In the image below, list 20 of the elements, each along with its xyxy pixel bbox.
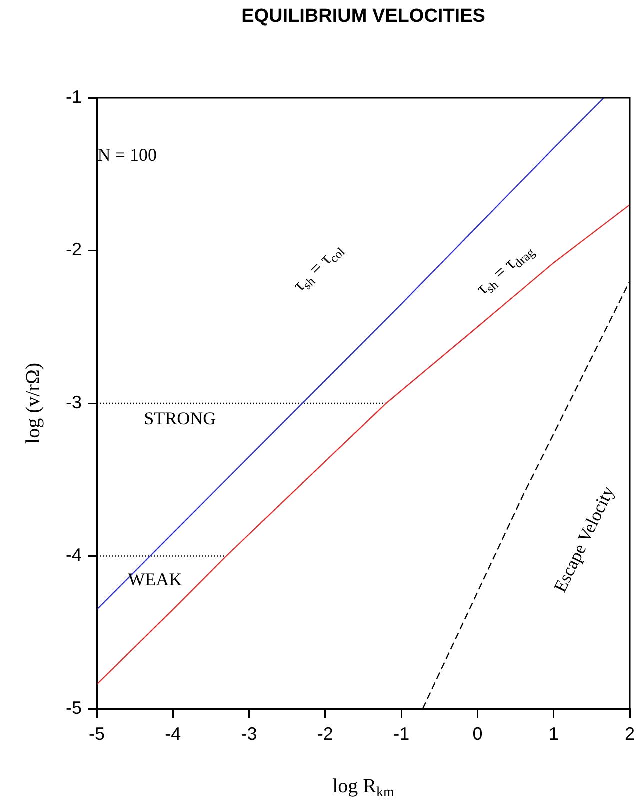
annotation: WEAK bbox=[128, 569, 182, 590]
y-axis-title: log (v/rΩ) bbox=[22, 363, 44, 444]
x-tick-label: -3 bbox=[241, 724, 258, 744]
x-tick-label: -4 bbox=[165, 724, 182, 744]
y-tick-label: -3 bbox=[66, 392, 82, 412]
x-tick-label: 0 bbox=[472, 724, 483, 744]
annotation: τsh = τdrag bbox=[472, 245, 538, 299]
chart-title: EQUILIBRIUM VELOCITIES bbox=[242, 6, 486, 28]
x-tick-label: -1 bbox=[394, 724, 410, 744]
x-tick-label: -5 bbox=[88, 724, 106, 744]
x-tick-label: -2 bbox=[317, 724, 334, 744]
annotation: STRONG bbox=[144, 408, 216, 429]
annotation: τsh = τcol bbox=[288, 244, 348, 296]
y-tick-label: -2 bbox=[66, 240, 82, 260]
x-tick-label: 1 bbox=[548, 724, 559, 744]
y-tick-label: -5 bbox=[66, 698, 82, 718]
y-tick-label: -1 bbox=[66, 86, 82, 107]
annotation: N = 100 bbox=[98, 144, 157, 165]
x-tick-label: 2 bbox=[624, 724, 636, 744]
y-tick-label: -4 bbox=[66, 545, 82, 566]
